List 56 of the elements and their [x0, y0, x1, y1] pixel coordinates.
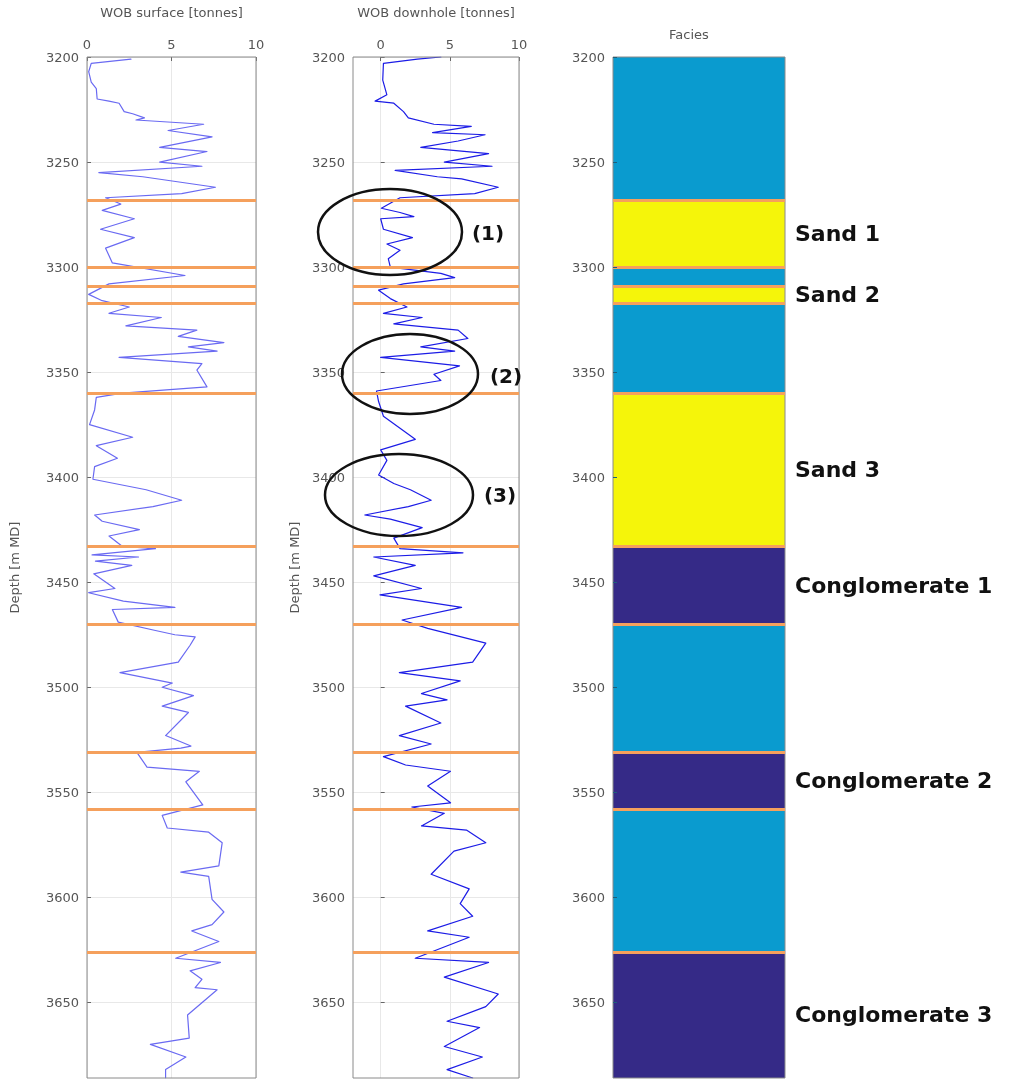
chart-title: Facies: [669, 27, 710, 42]
bar: [613, 393, 785, 547]
y-tick-label: 3300: [571, 259, 605, 275]
y-tick-label: 3250: [571, 154, 605, 170]
y-tick-label: 3250: [311, 154, 345, 170]
series-label: Sand 1: [795, 220, 881, 246]
y-tick-label: 3350: [571, 364, 605, 380]
y-tick-label: 3550: [311, 784, 345, 800]
bar: [613, 57, 785, 200]
x-tick-label: 0: [376, 37, 385, 52]
x-tick-label: 10: [247, 37, 265, 52]
y-tick-label: 3550: [571, 784, 605, 800]
bar: [613, 809, 785, 952]
bar: [613, 302, 785, 394]
y-tick-label: 3450: [45, 574, 79, 590]
y-tick-label: 3600: [45, 889, 79, 905]
y-tick-label: 3650: [311, 994, 345, 1010]
y-axis-title: Depth [m MD]: [7, 521, 22, 614]
y-tick-label: 3450: [571, 574, 605, 590]
bar: [613, 199, 785, 268]
x-tick-label: 0: [82, 37, 92, 52]
annotation: (2): [489, 364, 523, 388]
series-label: Sand 2: [795, 281, 881, 307]
y-tick-label: 3500: [571, 679, 605, 695]
series-label: Conglomerate 2: [795, 768, 993, 794]
y-tick-label: 3400: [45, 469, 79, 485]
y-tick-label: 3650: [45, 994, 79, 1010]
y-tick-label: 3350: [45, 364, 79, 380]
series-label: Conglomerate 1: [795, 572, 993, 598]
bar: [613, 951, 785, 1078]
y-tick-label: 3450: [311, 574, 345, 590]
x-axis-title: WOB downhole [tonnes]: [357, 5, 515, 20]
y-tick-label: 3300: [45, 259, 79, 275]
y-tick-label: 3500: [45, 679, 79, 695]
x-tick-label: 5: [167, 37, 176, 52]
y-tick-label: 3500: [311, 679, 345, 695]
bar: [613, 624, 785, 753]
y-tick-label: 3600: [571, 889, 605, 905]
y-tick-label: 3600: [311, 889, 345, 905]
series-label: Sand 3: [795, 457, 881, 483]
y-tick-label: 3200: [45, 49, 79, 65]
y-tick-label: 3550: [45, 784, 79, 800]
x-tick-label: 5: [445, 37, 454, 52]
bar: [613, 546, 785, 625]
y-tick-label: 3650: [571, 994, 605, 1010]
y-tick-label: 3200: [311, 49, 345, 65]
series-label: Conglomerate 3: [795, 1002, 993, 1028]
y-tick-label: 3400: [571, 469, 605, 485]
x-tick-label: 10: [510, 37, 528, 52]
annotation: (3): [483, 483, 517, 507]
y-axis-title: Depth [m MD]: [287, 521, 302, 614]
bar: [613, 752, 785, 810]
y-tick-label: 3250: [45, 154, 79, 170]
x-axis-title: WOB surface [tonnes]: [100, 5, 243, 20]
annotation: (1): [471, 221, 505, 245]
y-tick-label: 3200: [571, 49, 605, 65]
